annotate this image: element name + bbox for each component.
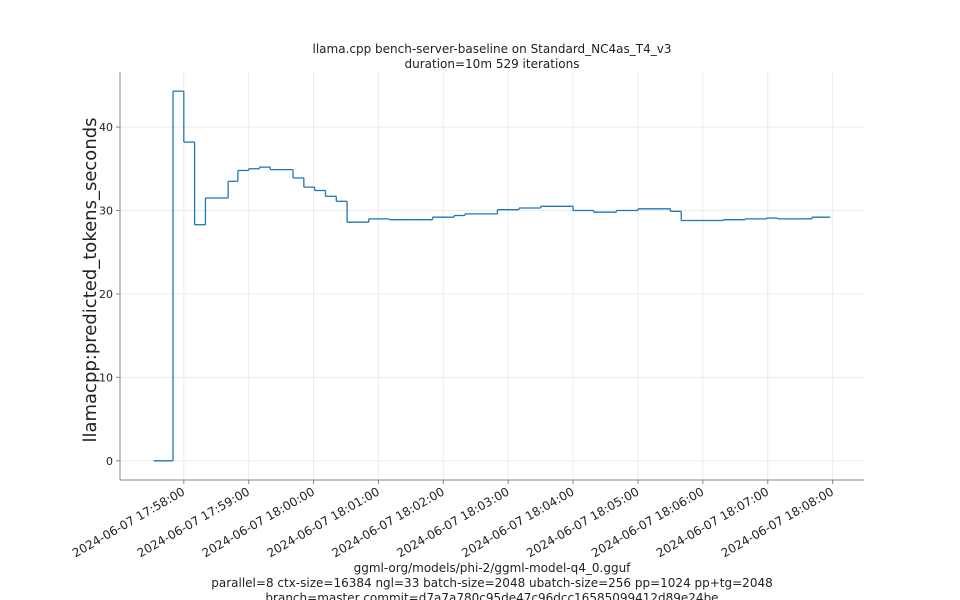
y-tick-label: 10 xyxy=(99,371,113,384)
x-tick-label: 2024-06-07 17:59:00 xyxy=(135,484,252,560)
x-tick-label: 2024-06-07 18:05:00 xyxy=(524,484,641,560)
x-tick-label: 2024-06-07 18:03:00 xyxy=(394,484,511,560)
y-tick-label: 30 xyxy=(99,205,113,218)
y-axis-label: llamacpp:predicted_tokens_seconds xyxy=(80,117,101,442)
y-tick-label: 20 xyxy=(99,288,113,301)
footnote: parallel=8 ctx-size=16384 ngl=33 batch-s… xyxy=(211,576,772,590)
chart-title: llama.cpp bench-server-baseline on Stand… xyxy=(313,42,672,56)
footnote: branch=master commit=d7a7a780c95de47c96d… xyxy=(265,591,718,600)
x-tick-label: 2024-06-07 18:06:00 xyxy=(589,484,706,560)
x-tick-label: 2024-06-07 18:04:00 xyxy=(459,484,576,560)
x-tick-label: 2024-06-07 18:07:00 xyxy=(654,484,771,560)
x-tick-label: 2024-06-07 17:58:00 xyxy=(70,484,187,560)
y-tick-label: 40 xyxy=(99,121,113,134)
x-tick-label: 2024-06-07 18:08:00 xyxy=(719,484,836,560)
x-tick-label: 2024-06-07 18:00:00 xyxy=(200,484,317,560)
footnote: ggml-org/models/phi-2/ggml-model-q4_0.gg… xyxy=(354,561,632,575)
x-tick-label: 2024-06-07 18:01:00 xyxy=(265,484,382,560)
y-tick-label: 0 xyxy=(106,455,113,468)
x-tick-label: 2024-06-07 18:02:00 xyxy=(329,484,446,560)
chart-subtitle: duration=10m 529 iterations xyxy=(405,57,580,71)
